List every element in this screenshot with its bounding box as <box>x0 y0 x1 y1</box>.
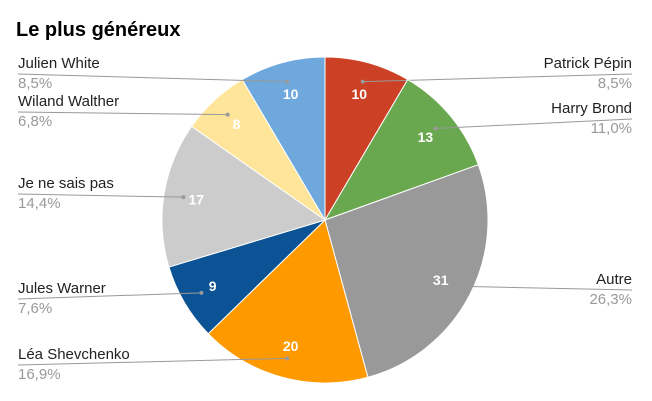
leader-dot <box>360 79 365 84</box>
leader-dot <box>225 112 230 117</box>
legend-label: Autre <box>596 271 632 288</box>
percent-label: 16,9% <box>18 366 61 383</box>
percent-label: 14,4% <box>18 195 61 212</box>
legend-label: Jules Warner <box>18 280 106 297</box>
leader-dot <box>181 195 186 200</box>
legend-label: Wiland Walther <box>18 93 119 110</box>
slice-value-label: 10 <box>283 86 299 102</box>
legend-label: Patrick Pépin <box>544 55 632 72</box>
pie-slice <box>324 56 409 222</box>
slice-value-label: 13 <box>418 129 434 145</box>
leader-line <box>452 285 633 291</box>
percent-label: 8,5% <box>18 75 52 92</box>
legend-label: Harry Brond <box>551 100 632 117</box>
leader-line <box>17 193 184 198</box>
slice-value-label: 8 <box>233 116 241 132</box>
chart-title: Le plus généreux <box>16 19 181 41</box>
percent-label: 7,6% <box>18 300 52 317</box>
slice-value-label: 31 <box>433 272 449 288</box>
leader-dot <box>450 284 455 289</box>
pie-slice <box>161 125 327 268</box>
slice-value-label: 20 <box>283 338 299 354</box>
legend-label: Je ne sais pas <box>18 175 114 192</box>
legend-label: Julien White <box>18 55 100 72</box>
pie-slice <box>323 78 479 221</box>
legend-label: Léa Shevchenko <box>18 346 130 363</box>
slice-value-label: 10 <box>352 86 368 102</box>
leader-line <box>17 292 202 300</box>
slice-value-label: 17 <box>188 191 204 207</box>
leader-line <box>17 73 288 83</box>
slice-value-label: 9 <box>209 278 217 294</box>
leader-dot <box>285 79 290 84</box>
leader-dot <box>199 290 204 295</box>
pie-slice <box>241 56 326 222</box>
percent-label: 6,8% <box>18 113 52 130</box>
leader-line <box>17 111 228 116</box>
percent-label: 26,3% <box>589 291 632 308</box>
percent-label: 8,5% <box>598 75 632 92</box>
leader-dot <box>285 356 290 361</box>
pie-slice <box>207 219 369 384</box>
pie-slice <box>324 164 489 378</box>
leader-line <box>17 357 288 366</box>
leader-line <box>435 118 633 129</box>
percent-label: 11,0% <box>591 120 632 137</box>
leader-dot <box>433 126 438 131</box>
